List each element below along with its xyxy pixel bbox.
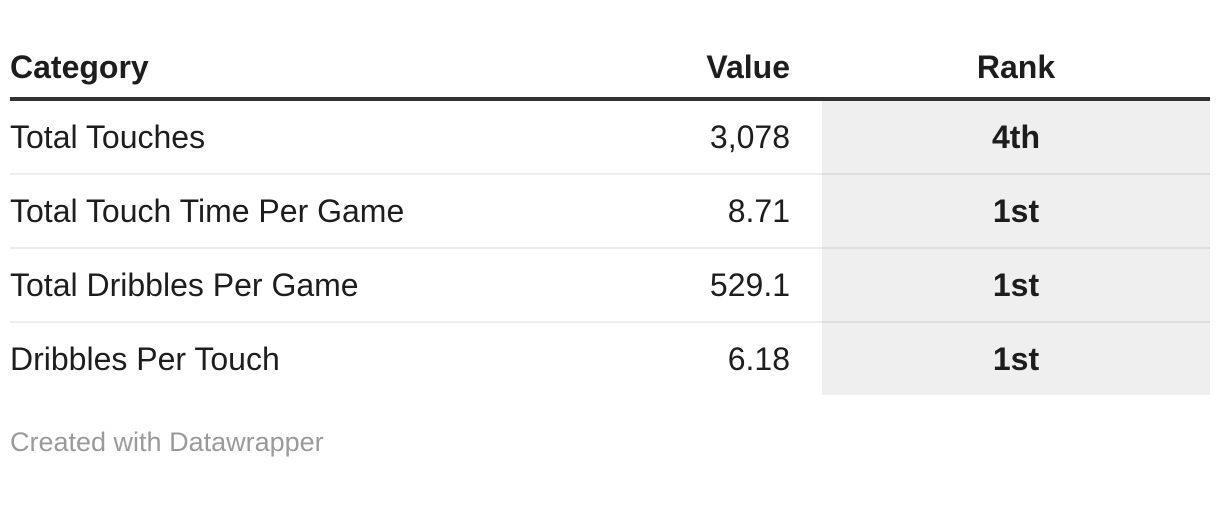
header-row: Category Value Rank <box>10 38 1210 101</box>
cell-category: Dribbles Per Touch <box>10 340 280 377</box>
cell-value: 6.18 <box>727 340 790 377</box>
cell-category: Total Dribbles Per Game <box>10 248 640 323</box>
cell-value: 529.1 <box>640 248 822 323</box>
header-value: Value <box>640 38 822 101</box>
table-row: Total Touches 3,078 4th <box>10 99 1210 175</box>
table-row: Total Touch Time Per Game 8.71 1st <box>10 174 1210 249</box>
cell-rank: 4th <box>822 99 1210 175</box>
stats-table: Category Value Rank Total Touches 3,078 4t… <box>10 38 1210 395</box>
datawrapper-attribution-link[interactable]: Created with Datawrapper <box>10 427 324 457</box>
cell-rank: 1st <box>822 174 1210 249</box>
attribution: Created with Datawrapper <box>10 426 1210 458</box>
table-body: Total Touches 3,078 4th Total Touch Time Pe… <box>10 99 1210 395</box>
header-rank: Rank <box>822 38 1210 101</box>
table-row: Dribbles Per Touch 6.18 1st <box>10 322 1210 395</box>
header-category: Category <box>10 38 640 101</box>
cell-category: Total Touches <box>10 99 640 175</box>
cell-category: Total Touch Time Per Game <box>10 174 640 249</box>
cell-rank: 1st <box>822 322 1210 395</box>
table-row: Total Dribbles Per Game 529.1 1st <box>10 248 1210 323</box>
cell-value: 8.71 <box>640 174 822 249</box>
cell-rank: 1st <box>822 248 1210 323</box>
cell-value: 3,078 <box>640 99 822 175</box>
